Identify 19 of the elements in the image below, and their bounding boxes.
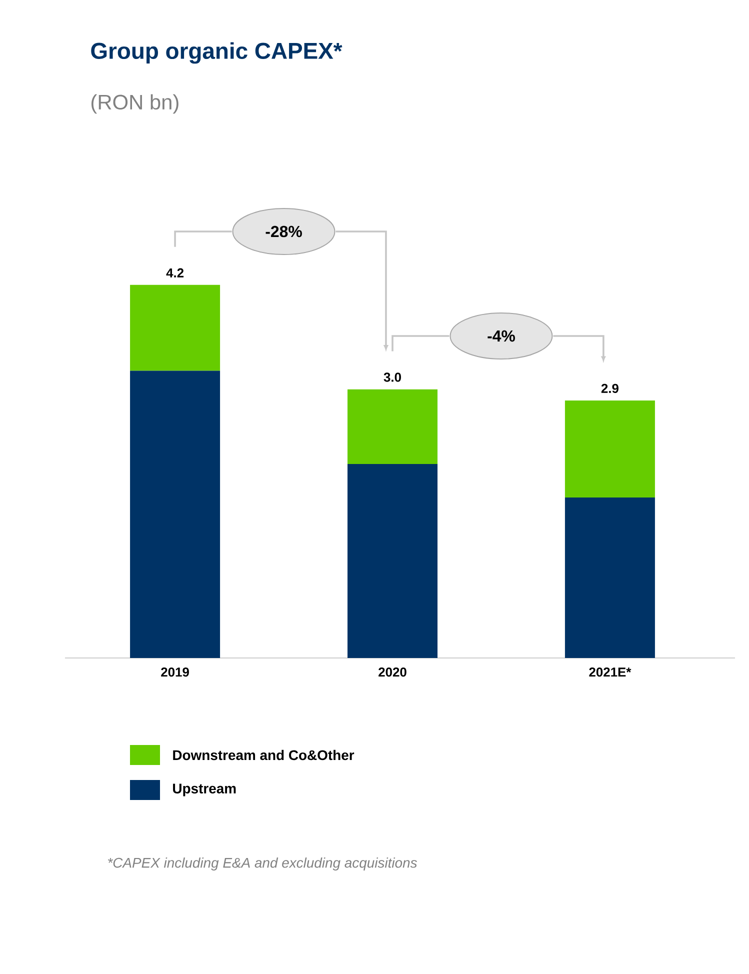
bar	[564, 498, 655, 658]
x-tick-label: 2021E*	[589, 668, 632, 677]
text: -28%	[266, 226, 302, 238]
annotation: 3.0	[384, 372, 401, 382]
annotation: -4%	[488, 330, 515, 342]
x-tick-label: 2019	[161, 668, 189, 677]
bar	[347, 464, 438, 658]
legend-label: Upstream	[173, 784, 236, 796]
bar	[130, 284, 220, 371]
text: *CAPEX including E&A and excluding acquisitions	[108, 857, 417, 870]
chart-title: Group organic CAPEX*	[91, 42, 342, 64]
legend-label: Downstream and Co&Other	[173, 750, 354, 760]
bar	[564, 400, 655, 498]
bar	[347, 389, 438, 464]
bar	[130, 370, 220, 658]
chart-subtitle: (RON bn)	[91, 94, 178, 114]
annotation: 4.2	[166, 268, 184, 278]
annotation: 2.9	[601, 384, 618, 394]
x-tick-label: 2020	[378, 668, 406, 677]
